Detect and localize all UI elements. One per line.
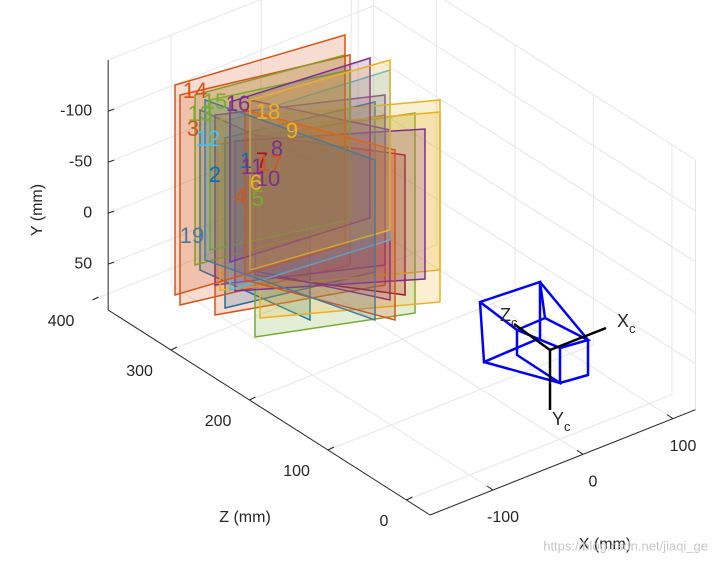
x-tick-label: 100 [670, 438, 697, 455]
x-tick [576, 449, 584, 455]
grid-line [373, 107, 696, 314]
grid [92, 0, 696, 516]
board-label: 14 [183, 78, 207, 103]
board-label: 9 [286, 118, 298, 143]
z-tick [249, 396, 256, 401]
y-tick-label: -100 [60, 102, 92, 119]
y-tick-label: 0 [83, 204, 92, 221]
y-tick [107, 210, 115, 214]
board [254, 134, 406, 296]
camera-frustum [478, 280, 542, 364]
y-tick-label: 50 [74, 255, 92, 272]
y-tick [107, 159, 115, 163]
z-axis-label: Z (mm) [219, 509, 271, 526]
camera-frustum-edge [479, 281, 547, 332]
box-edge [443, 0, 696, 161]
camera-axis-label: Yc [552, 409, 571, 435]
camera-axis-name: Z [500, 305, 511, 325]
y-axis-label: Y (mm) [29, 184, 46, 236]
camera-axis-name: Y [552, 409, 564, 429]
board-label: 17 [258, 151, 282, 176]
x-tick-label: -100 [487, 509, 519, 526]
board [204, 98, 376, 322]
y-tick [107, 108, 115, 112]
board [249, 59, 391, 271]
z-tick-label: 0 [380, 513, 389, 530]
x-axis-line [429, 409, 696, 516]
board-label: 11 [241, 154, 264, 179]
board-label: 16 [226, 91, 250, 116]
z-axis-line [107, 309, 431, 516]
grid-line [170, 284, 494, 491]
grid-line [170, 244, 437, 351]
grid-line [373, 56, 696, 263]
x-axis-label: X (mm) [579, 536, 631, 553]
camera-axis-subscript: c [511, 315, 518, 330]
board-label: 15 [203, 89, 227, 114]
board-label: 12 [196, 126, 220, 151]
board [229, 56, 371, 264]
board-label: 10 [256, 166, 280, 191]
board-label: 4 [234, 184, 246, 209]
board-label: 8 [271, 136, 283, 161]
camera-axis-label: Zc [500, 305, 518, 331]
camera-x-axis [549, 326, 607, 352]
board-label: 6 [250, 170, 262, 195]
camera-axis-subscript: c [629, 321, 636, 336]
camera [478, 280, 607, 410]
camera-axis-label: Xc [617, 311, 636, 337]
z-tick-label: 300 [126, 363, 153, 380]
grid-line [373, 158, 696, 365]
board [214, 94, 386, 286]
grid-line [107, 158, 374, 265]
board-label: 5 [252, 186, 264, 211]
grid-line [107, 5, 374, 112]
board [234, 128, 426, 292]
camera-axis-name: X [617, 311, 629, 331]
z-tick-label: 100 [283, 463, 310, 480]
board-label: 18 [256, 99, 280, 124]
board-label: 7 [256, 148, 268, 173]
grid-line [406, 394, 673, 501]
y-tick-label: -50 [69, 153, 92, 170]
x-tick [486, 485, 494, 491]
box-edge [107, 0, 262, 61]
x-tick-label: 0 [589, 474, 598, 491]
z-tick [327, 446, 335, 451]
z-tick [170, 346, 178, 351]
z-tick [406, 496, 413, 501]
camera-body [544, 316, 592, 350]
board-label: 19 [180, 223, 204, 248]
camera-body [515, 328, 562, 386]
board-label: 3 [187, 116, 199, 141]
grid-line [327, 344, 594, 451]
z-tick [92, 296, 99, 301]
board [244, 109, 396, 321]
x-tick [666, 414, 674, 420]
z-tick-label: 400 [48, 313, 75, 330]
z-tick-label: 200 [205, 413, 232, 430]
grid-line [373, 5, 696, 212]
watermark: https://blog.csdn.net/jiaqi_ge [543, 538, 708, 553]
board-label: 13 [188, 101, 212, 126]
y-tick [107, 261, 115, 265]
camera-frustum-edge [483, 281, 590, 385]
board-label: 1 [240, 148, 252, 173]
camera-axis-subscript: c [564, 419, 571, 434]
grid-line [249, 294, 516, 401]
camera-z-axis [513, 322, 551, 352]
board-label: 2 [209, 162, 221, 187]
